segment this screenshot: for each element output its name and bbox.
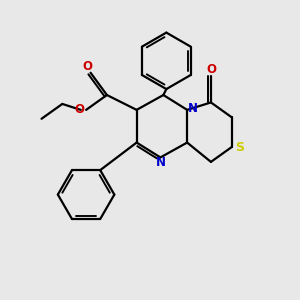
Text: O: O	[82, 60, 93, 73]
Text: O: O	[206, 63, 216, 76]
Text: N: N	[188, 102, 197, 115]
Text: S: S	[235, 140, 244, 154]
Text: O: O	[75, 103, 85, 116]
Text: N: N	[155, 156, 165, 169]
